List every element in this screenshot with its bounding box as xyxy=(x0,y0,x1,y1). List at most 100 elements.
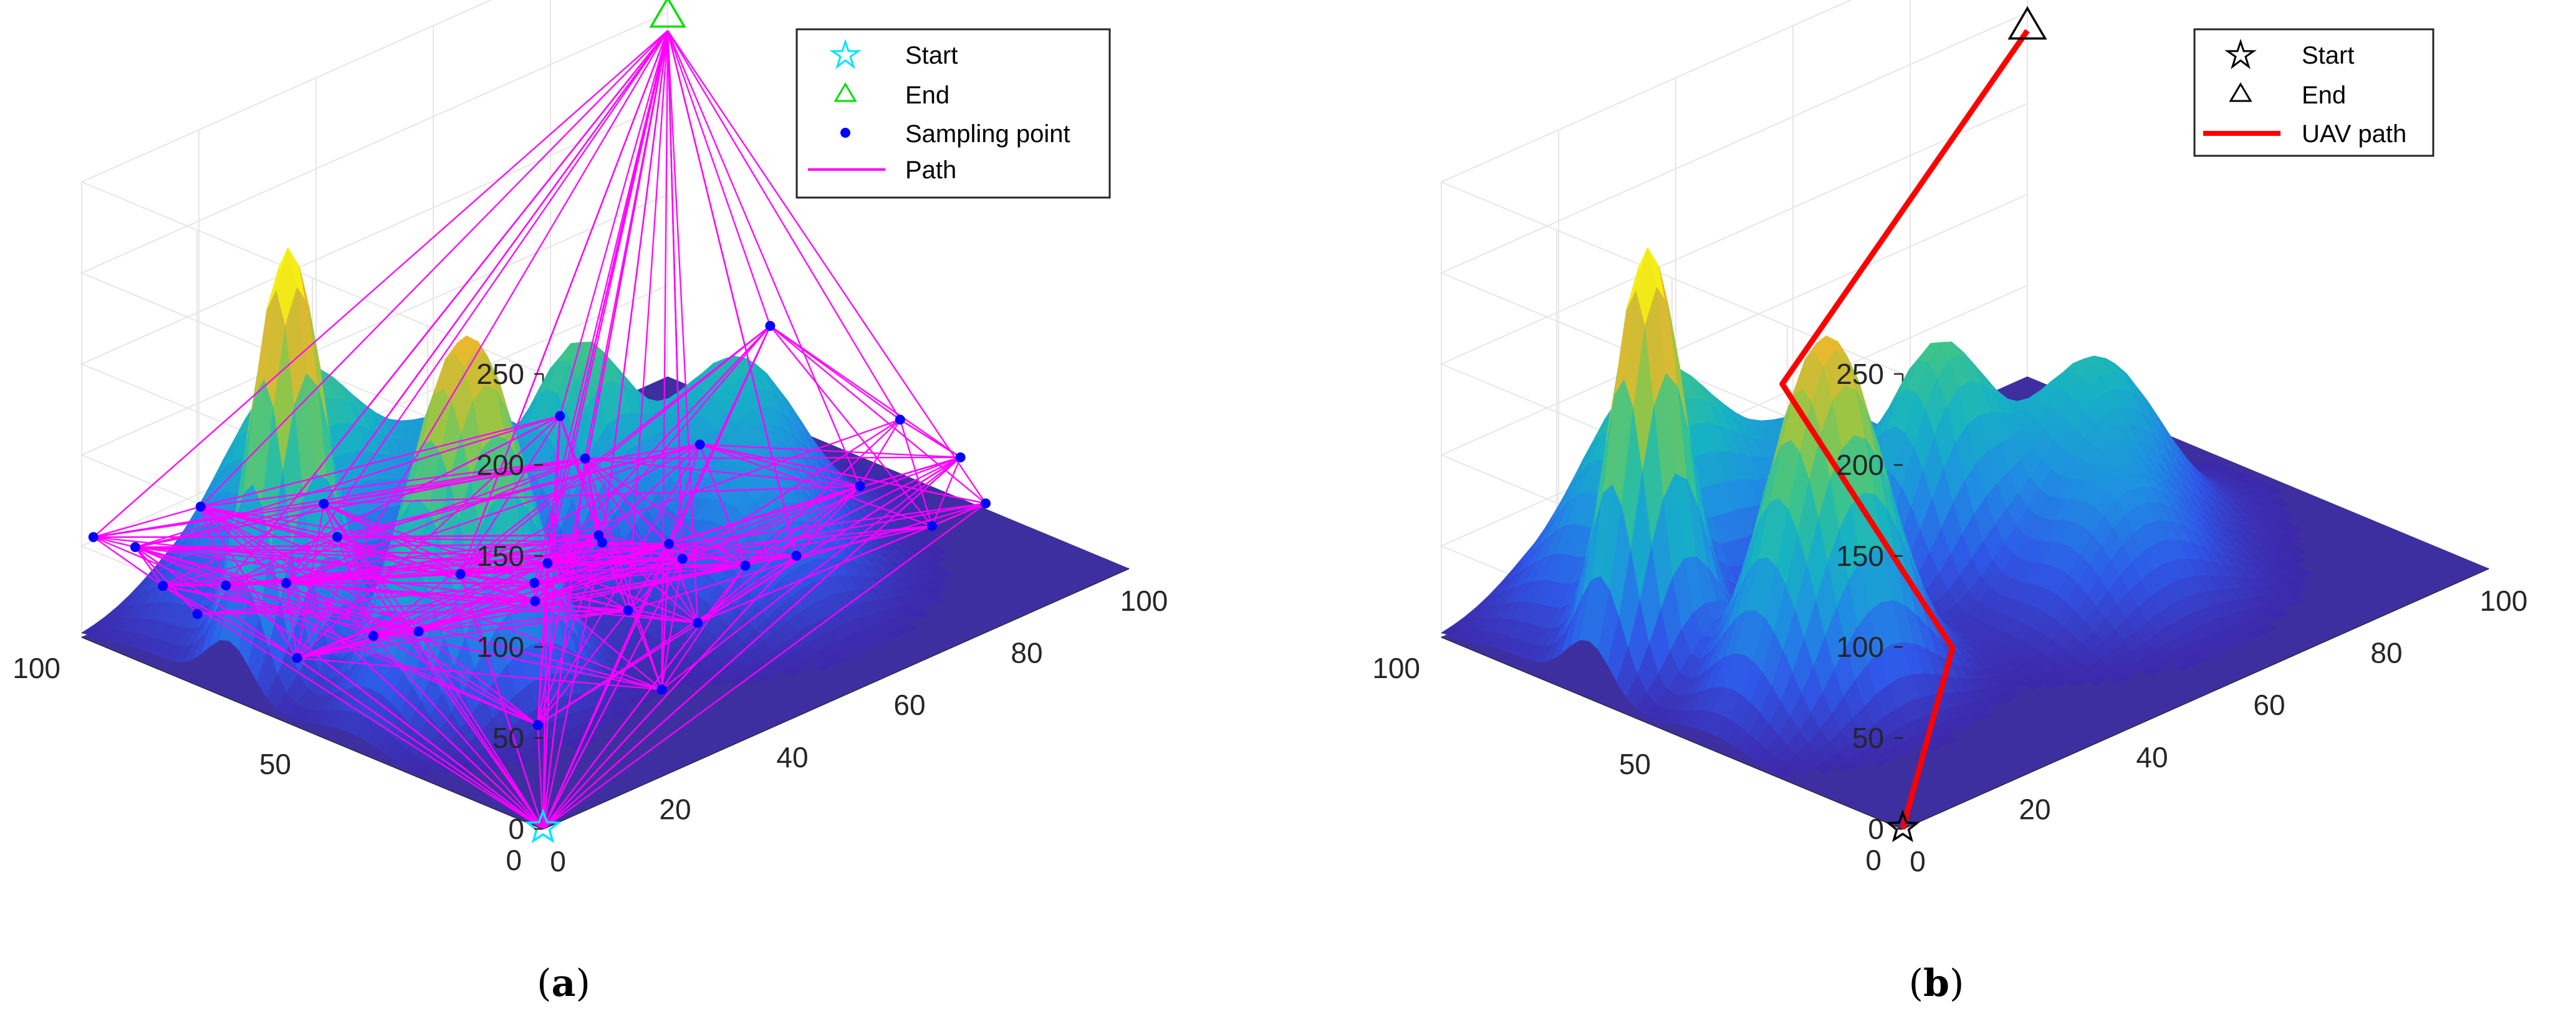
end-marker xyxy=(2007,6,2047,40)
path-segment xyxy=(373,635,544,830)
sampling-point xyxy=(597,537,607,548)
path-segment xyxy=(769,325,933,527)
path-segment xyxy=(163,585,419,633)
terrain-cell xyxy=(2282,595,2305,606)
path-segment xyxy=(162,585,544,830)
terrain-cell xyxy=(1974,708,1996,720)
path-segment xyxy=(668,543,797,557)
path-segment xyxy=(199,30,668,507)
sampling-point xyxy=(693,618,703,628)
legend-label-start: Start xyxy=(2302,42,2354,69)
caption-b: (b) xyxy=(1909,962,1964,1005)
path-segment xyxy=(200,505,338,538)
path-segment xyxy=(534,30,669,601)
path-segment xyxy=(225,585,539,726)
terrain-cell xyxy=(895,623,917,634)
path-segment xyxy=(542,456,961,830)
z-tick-label: 100 xyxy=(476,631,524,663)
sampling-point xyxy=(927,520,937,531)
sampling-point xyxy=(542,558,553,568)
path-segment xyxy=(661,558,683,690)
path-segment xyxy=(286,542,602,584)
path-segment xyxy=(197,565,746,615)
path-segment xyxy=(601,31,669,543)
path-segment xyxy=(537,563,549,725)
path-segment xyxy=(534,534,599,584)
path-segment xyxy=(547,562,698,624)
path-segment xyxy=(418,582,535,633)
path-segment xyxy=(547,558,683,564)
path-segment xyxy=(200,505,548,564)
path-segment xyxy=(200,505,662,691)
sampling-point xyxy=(955,452,966,462)
start-end-markers xyxy=(1885,6,2047,843)
z-tick-label: 200 xyxy=(476,449,524,481)
sampling-point xyxy=(623,605,633,616)
path-segment xyxy=(559,30,669,416)
path-segment xyxy=(899,419,933,527)
path-segment xyxy=(542,565,746,830)
path-segment xyxy=(200,457,585,508)
path-segment xyxy=(459,30,669,575)
path-segment xyxy=(460,444,701,575)
path-segment xyxy=(135,546,548,564)
legend-start-icon xyxy=(2224,39,2257,70)
path-segment xyxy=(769,325,901,421)
path-segment xyxy=(162,503,324,587)
terrain-cell xyxy=(2285,547,2309,557)
sampling-point xyxy=(195,501,206,512)
path-segment xyxy=(324,485,860,505)
path-segment xyxy=(682,456,961,560)
path-segment xyxy=(667,30,986,504)
path-segment xyxy=(225,585,544,830)
sampling-point xyxy=(664,538,674,549)
path-segment xyxy=(534,325,771,602)
y-tick-label: 50 xyxy=(1619,748,1651,780)
z-tick-label: 150 xyxy=(476,540,524,572)
legend-label-path: Path xyxy=(905,156,956,184)
terrain-cell xyxy=(2268,499,2291,508)
x-tick-label: 0 xyxy=(550,845,566,878)
path-segment xyxy=(93,30,668,538)
y-tick-label: 0 xyxy=(1865,844,1882,876)
path-segment xyxy=(135,546,419,633)
start-marker xyxy=(524,808,562,844)
sampling-point xyxy=(791,550,802,561)
path-segment xyxy=(297,558,683,659)
path-segment xyxy=(460,573,698,624)
terrain-cell xyxy=(2275,512,2298,521)
legend-label-end: End xyxy=(905,82,949,109)
x-tick-label: 20 xyxy=(659,793,691,825)
sampling-point xyxy=(530,596,541,606)
terrain-cell xyxy=(2282,525,2304,535)
path-segment xyxy=(537,555,797,726)
path-segment xyxy=(535,600,698,624)
path-segment xyxy=(627,543,670,611)
sampling-point xyxy=(765,320,776,331)
path-segment xyxy=(226,542,602,586)
path-segment xyxy=(225,415,560,586)
path-segment xyxy=(324,444,700,505)
sampling-point xyxy=(130,542,140,552)
terrain-cell xyxy=(928,577,951,587)
path-segment xyxy=(323,503,536,602)
z-tick-label: 50 xyxy=(1852,722,1884,754)
sampling-point xyxy=(455,569,466,580)
uav-path-line xyxy=(1779,29,2030,830)
y-tick-label: 100 xyxy=(12,652,60,684)
path-segment xyxy=(460,558,683,575)
path-segment xyxy=(668,444,701,545)
path-segment xyxy=(135,546,544,830)
path-segment xyxy=(286,30,668,584)
x-tick-label: 100 xyxy=(1120,585,1168,617)
sampling-point xyxy=(158,581,168,591)
path-segment xyxy=(93,505,201,538)
path-segment xyxy=(668,543,699,623)
path-segment xyxy=(584,458,600,535)
sampling-point xyxy=(555,411,565,421)
tick-labels: 0 50 100 150 200 250 0 20 40 60 80 100 0 50 100 xyxy=(12,358,1168,878)
terrain-cell xyxy=(2287,577,2310,587)
terrain-cell xyxy=(926,547,949,557)
terrain-surface xyxy=(1441,247,2489,829)
path-segment xyxy=(460,573,535,584)
